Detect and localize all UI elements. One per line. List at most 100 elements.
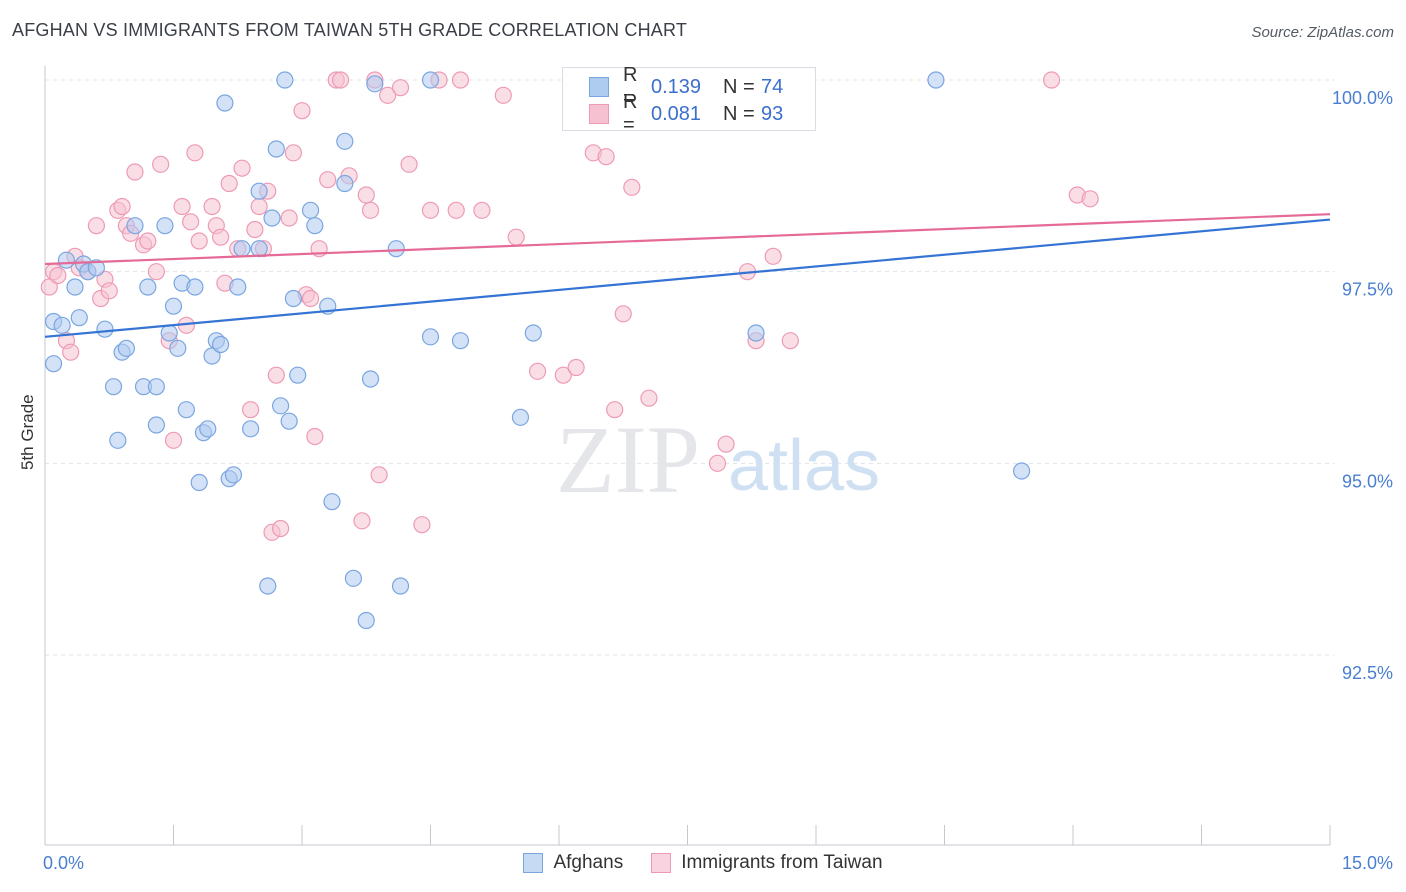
afghans-point <box>87 259 106 277</box>
taiwan-point <box>190 232 208 250</box>
taiwan-point <box>284 144 303 162</box>
afghans-point <box>242 420 260 438</box>
afghans-point <box>289 366 307 384</box>
taiwan-point <box>708 454 727 472</box>
watermark-atlas: atlas <box>728 426 880 506</box>
taiwan-point <box>606 401 624 419</box>
legend-n-label: N = <box>723 102 755 125</box>
afghans-point <box>271 397 290 415</box>
trend-line-afghans <box>44 218 1331 338</box>
axes <box>44 66 1331 846</box>
taiwan-point <box>203 197 221 216</box>
taiwan-point <box>331 71 350 89</box>
afghans-point <box>229 278 247 296</box>
taiwan-point <box>173 197 191 216</box>
bottom-legend-label-afghans: Afghans <box>553 852 624 873</box>
afghans-point <box>212 335 230 354</box>
bottom-legend-taiwan[interactable]: Immigrants from Taiwan <box>651 852 883 874</box>
taiwan-point <box>400 155 418 173</box>
taiwan-point <box>507 228 525 246</box>
x-tick-label: 0.0% <box>43 853 84 873</box>
y-tick-label: 97.5% <box>1342 280 1393 300</box>
afghans-point <box>336 132 354 150</box>
tick-labels: 92.5% 95.0% 97.5% 100.0% 0.0% 15.0% <box>43 88 1393 873</box>
afghans-point <box>216 94 234 112</box>
taiwan-point <box>301 289 320 308</box>
taiwan-point <box>1042 71 1061 89</box>
afghans-point <box>366 75 384 93</box>
afghans-point <box>156 217 174 235</box>
y-tick-label: 95.0% <box>1342 471 1393 491</box>
afghans-point <box>57 251 76 269</box>
taiwan-point <box>250 197 268 216</box>
taiwan-point <box>319 171 337 189</box>
taiwan-point <box>280 209 298 227</box>
trend-line-taiwan <box>44 213 1331 266</box>
taiwan-point <box>49 266 67 285</box>
taiwan-point <box>597 148 615 166</box>
taiwan-point <box>220 174 238 193</box>
afghans-point <box>387 240 405 258</box>
afghans-point <box>233 240 251 258</box>
legend-r-label: R = <box>623 64 638 109</box>
legend-n-value-taiwan: 93 <box>761 102 784 125</box>
taiwan-point <box>614 305 632 323</box>
afghans-point <box>344 569 362 587</box>
legend-row-taiwan: R = 0.081 N = 93 <box>589 91 784 136</box>
afghans-point <box>361 370 380 388</box>
taiwan-point <box>246 220 264 239</box>
taiwan-point <box>113 197 131 216</box>
taiwan-point <box>293 102 311 120</box>
afghans-point <box>524 324 542 342</box>
taiwan-point <box>87 217 106 235</box>
bottom-legend-afghans[interactable]: Afghans <box>523 852 623 874</box>
afghans-point <box>96 320 114 338</box>
afghans-point <box>421 71 440 89</box>
taiwan-point <box>473 201 491 219</box>
afghans-point <box>301 201 320 219</box>
legend-r-value-taiwan: 0.081 <box>651 102 702 125</box>
taiwan-point <box>152 155 170 173</box>
source-label: Source: ZipAtlas.com <box>1251 24 1394 41</box>
taiwan-point <box>391 79 410 97</box>
legend-n-label: N = <box>723 75 755 98</box>
taiwan-point <box>447 201 465 219</box>
taiwan-point <box>781 332 799 350</box>
taiwan-point <box>100 282 118 300</box>
afghans-point <box>44 355 63 373</box>
afghans-point <box>306 217 324 235</box>
taiwan-point <box>62 343 80 361</box>
afghans-point <box>280 412 298 430</box>
bottom-legend-swatch-afghans <box>523 853 544 873</box>
afghans-point <box>511 408 530 426</box>
chart-title: AFGHAN VS IMMIGRANTS FROM TAIWAN 5TH GRA… <box>12 20 688 40</box>
taiwan-point <box>306 427 324 446</box>
afghans-point <box>117 339 135 357</box>
afghans-point <box>421 328 440 346</box>
taiwan-point <box>164 431 183 449</box>
afghans-point <box>186 278 204 296</box>
afghans-point <box>1012 462 1031 480</box>
afghans-point <box>267 140 285 158</box>
taiwan-point <box>413 516 431 534</box>
x-tick-label: 15.0% <box>1342 853 1393 873</box>
bottom-legend-swatch-taiwan <box>651 853 672 873</box>
taiwan-point <box>242 401 260 419</box>
taiwan-point <box>379 86 397 104</box>
taiwan-point <box>421 201 440 219</box>
afghans-point <box>70 309 88 327</box>
taiwan-point <box>233 159 251 177</box>
afghans-point <box>224 466 243 484</box>
afghans-point <box>160 324 178 342</box>
afghans-point <box>250 240 268 258</box>
taiwan-point <box>357 186 375 204</box>
taiwan-point <box>717 435 735 453</box>
afghans-point <box>276 71 294 89</box>
taiwan-point <box>212 228 230 246</box>
afghans-point <box>336 174 354 193</box>
afghans-point <box>147 416 165 434</box>
bottom-legend: Afghans Immigrants from Taiwan <box>0 852 1406 874</box>
trend-lines <box>44 213 1331 338</box>
legend-swatch-taiwan <box>589 104 609 124</box>
grid-lines <box>45 79 1335 656</box>
